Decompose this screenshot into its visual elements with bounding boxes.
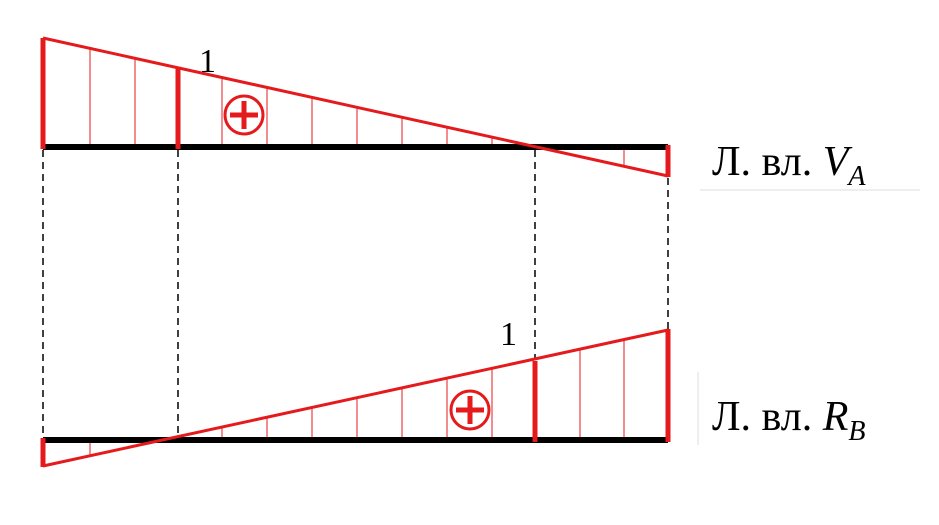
ordinate-label: 1 — [199, 43, 216, 80]
hatching — [89, 48, 625, 456]
plus-sign — [223, 94, 265, 136]
caption-subscript: A — [846, 161, 866, 192]
ordinates — [40, 329, 671, 467]
caption-symbol: R — [822, 394, 849, 440]
influence-line — [42, 328, 669, 468]
caption-symbol: V — [823, 139, 853, 185]
plus-sign — [449, 389, 491, 431]
ordinates — [40, 38, 671, 177]
caption-prefix: Л. вл. — [712, 139, 823, 185]
influence-line — [42, 36, 669, 178]
caption-subscript: B — [848, 416, 865, 447]
ordinate-label: 1 — [500, 316, 517, 353]
caption: Л. вл. RB — [712, 394, 866, 447]
caption: Л. вл. VA — [712, 139, 866, 192]
caption-prefix: Л. вл. — [712, 394, 823, 440]
projection-lines — [42, 150, 669, 438]
